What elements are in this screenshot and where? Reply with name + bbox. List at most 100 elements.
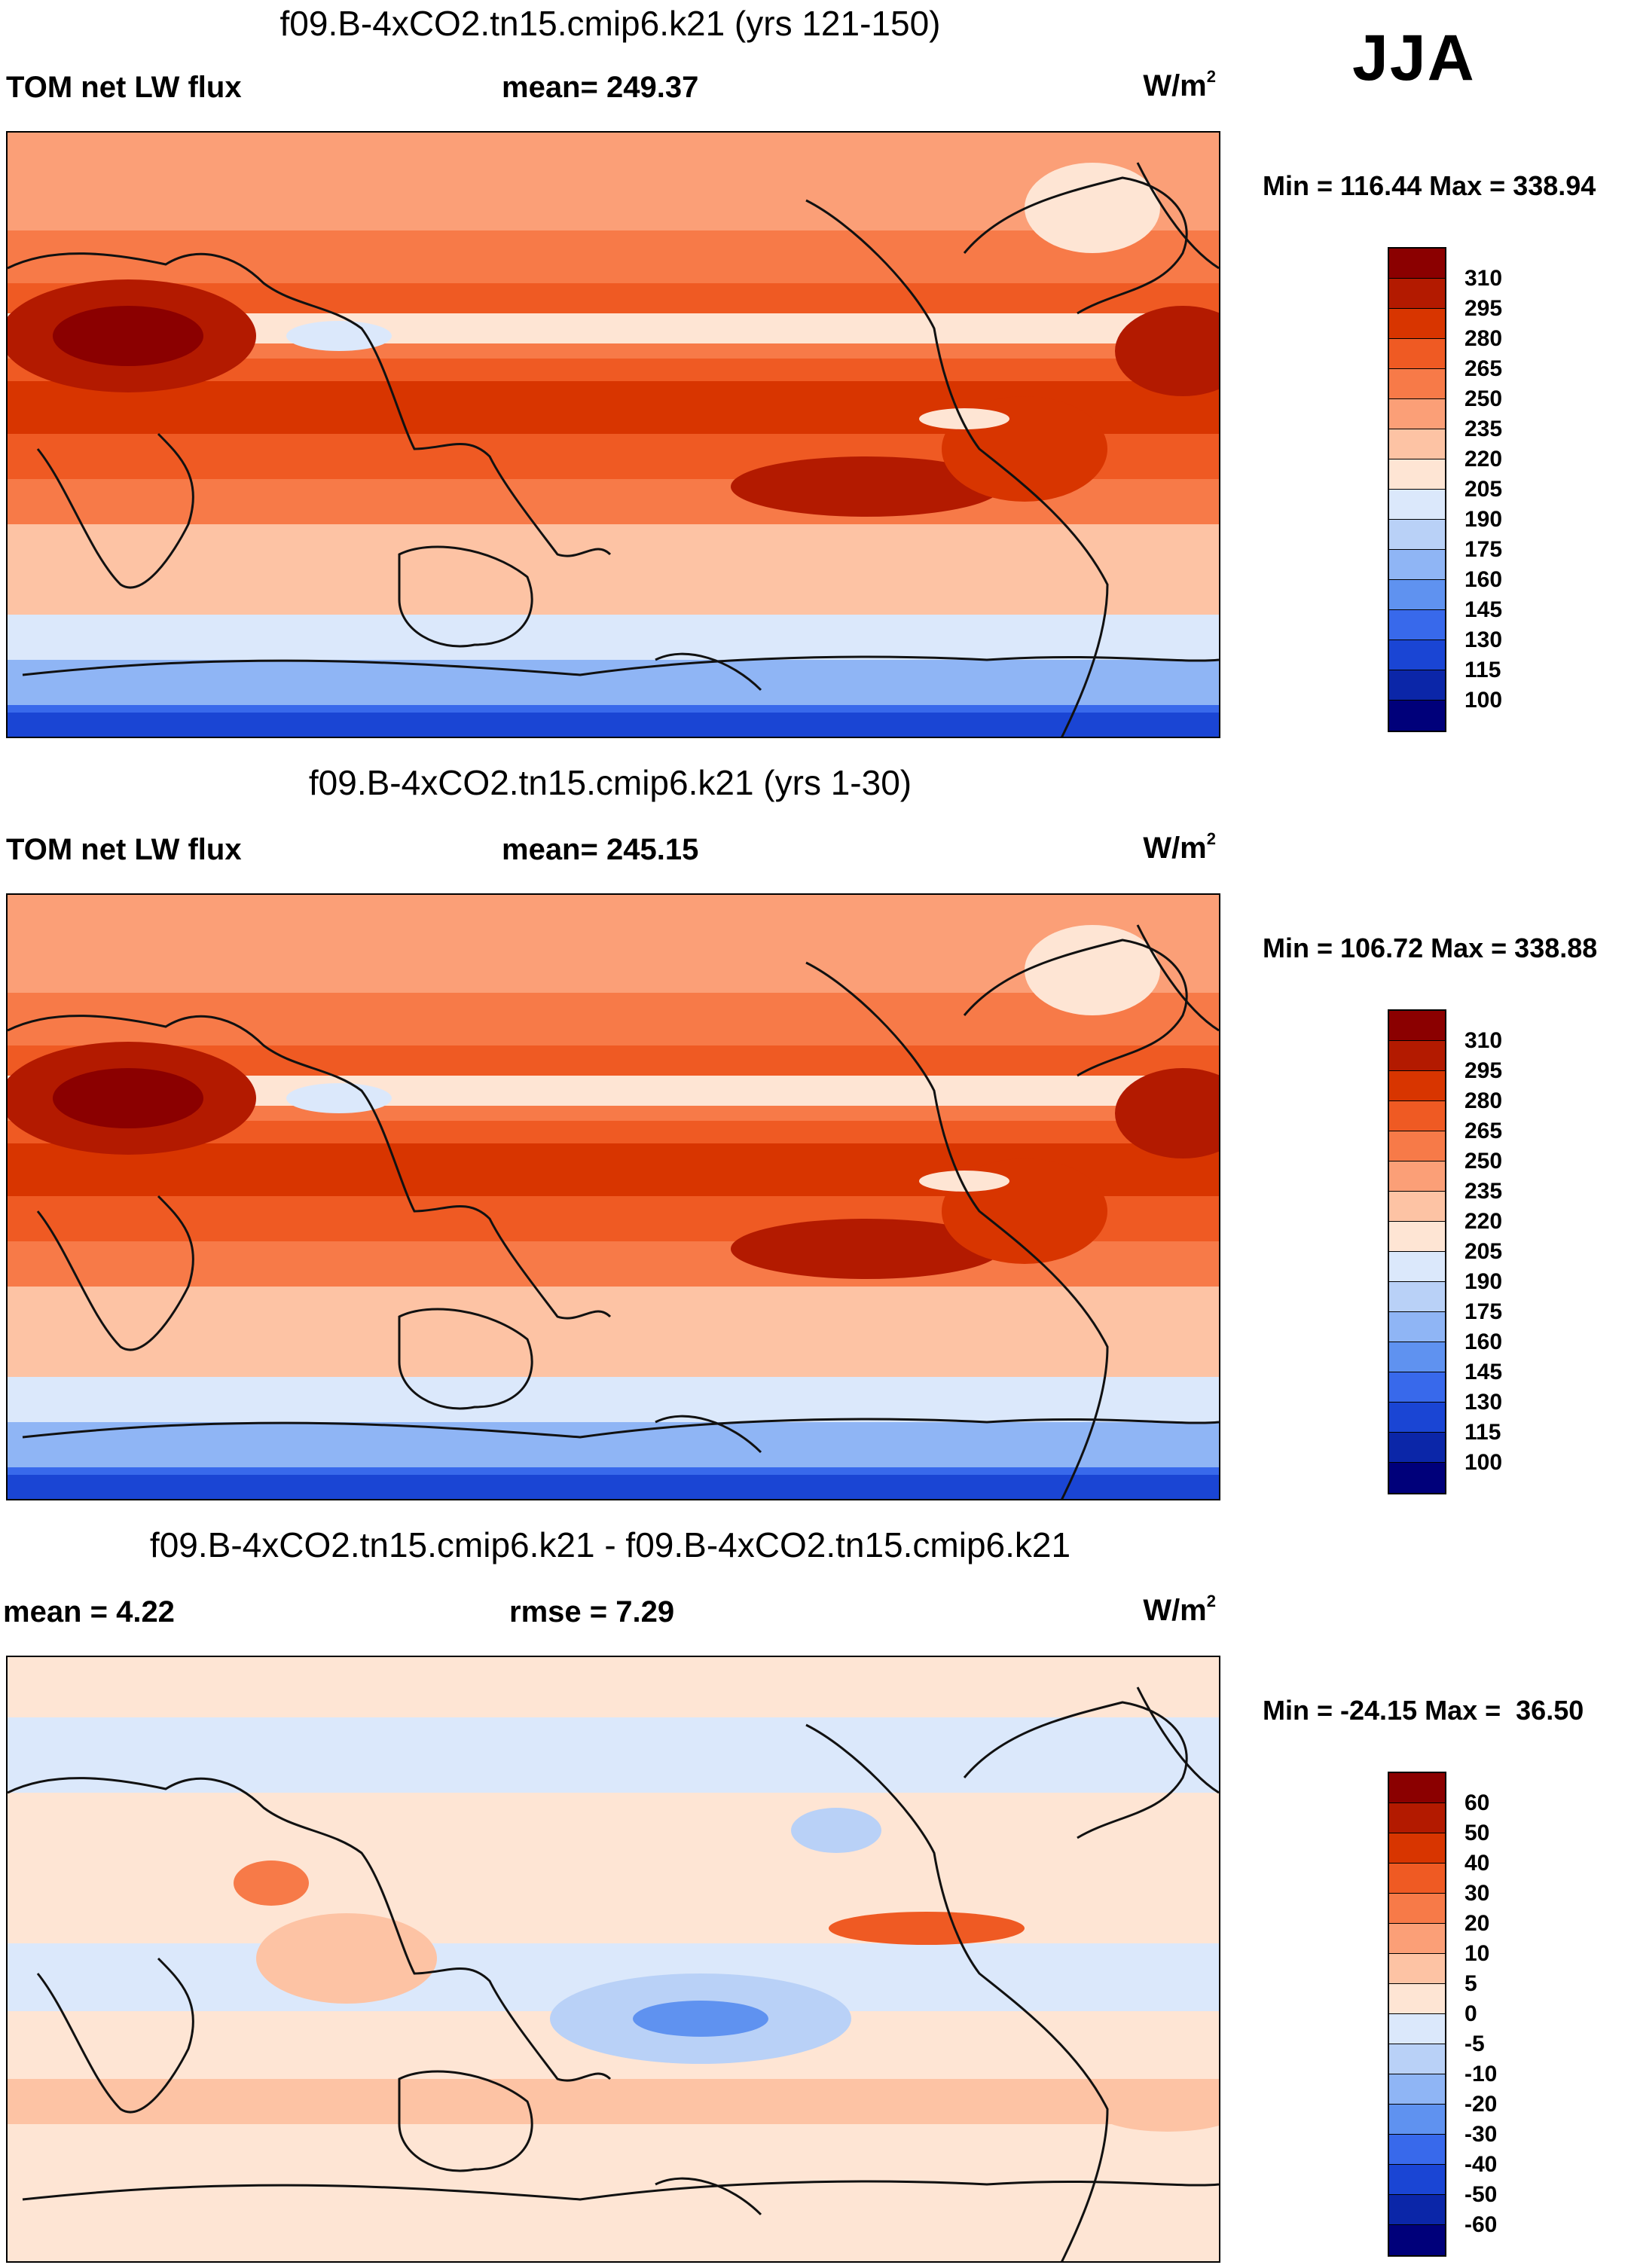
contour-region (1092, 2086, 1219, 2132)
colorbar-swatch (1389, 550, 1445, 580)
colorbar-label: -40 (1464, 2152, 1498, 2177)
colorbar-swatch (1389, 1864, 1445, 1894)
colorbar-label: 295 (1464, 296, 1503, 321)
panel-title: f09.B-4xCO2.tn15.cmip6.k21 (yrs 1-30) (308, 763, 912, 802)
season-label: JJA (1352, 22, 1476, 94)
colorbar-label: 130 (1464, 1390, 1503, 1415)
coastline (398, 2070, 533, 2172)
colorbar-swatch (1389, 249, 1445, 279)
colorbar-label: 280 (1464, 326, 1503, 351)
colorbar-label: 10 (1464, 1941, 1490, 1966)
rmse-label: rmse = 7.29 (509, 1595, 675, 1629)
colorbar (1388, 247, 1446, 732)
contour-region (53, 1068, 203, 1128)
colorbar-swatch (1389, 279, 1445, 309)
coastline (1136, 924, 1219, 1032)
contour-region (919, 408, 1009, 429)
colorbar-label: 220 (1464, 1209, 1503, 1234)
coastline (398, 545, 533, 648)
units-label: W/m2 (1143, 829, 1216, 865)
contour-band (8, 1475, 1219, 1499)
contour-region (919, 1171, 1009, 1192)
colorbar-label: 265 (1464, 356, 1503, 381)
colorbar-swatch (1389, 1403, 1445, 1433)
min-max-label: Min = 116.44 Max = 338.94 (1263, 170, 1596, 201)
colorbar-label: 0 (1464, 2001, 1477, 2026)
contour-region (234, 1860, 309, 1906)
coastline (1136, 162, 1219, 270)
colorbar-swatch (1389, 2105, 1445, 2135)
colorbar-swatch (1389, 701, 1445, 731)
contour-region (1025, 925, 1160, 1015)
units-label: W/m2 (1143, 1591, 1216, 1627)
colorbar-swatch (1389, 670, 1445, 701)
colorbar-swatch (1389, 1342, 1445, 1372)
colorbar-swatch (1389, 309, 1445, 339)
colorbar-label: -30 (1464, 2122, 1498, 2147)
colorbar-swatch (1389, 1101, 1445, 1131)
contour-region (53, 306, 203, 366)
colorbar-label: -60 (1464, 2212, 1498, 2237)
colorbar-label: 310 (1464, 1028, 1503, 1053)
contour-region (633, 2001, 768, 2037)
coastline (1136, 1687, 1219, 1794)
colorbar-swatch (1389, 459, 1445, 490)
colorbar-swatch (1389, 1773, 1445, 1803)
coastline (963, 1701, 1188, 1839)
variable-label: TOM net LW flux (6, 833, 242, 866)
colorbar-label: 5 (1464, 1971, 1477, 1996)
colorbar-label: 20 (1464, 1911, 1490, 1936)
contour-region (1025, 163, 1160, 253)
contour-region (731, 456, 1002, 517)
colorbar-swatch (1389, 2074, 1445, 2105)
colorbar-label: 50 (1464, 1821, 1490, 1845)
coastline (655, 652, 762, 691)
colorbar-swatch (1389, 1041, 1445, 1071)
colorbar-swatch (1389, 580, 1445, 610)
colorbar-swatch (1389, 1222, 1445, 1252)
colorbar-label: 160 (1464, 1329, 1503, 1354)
map-panel-1 (6, 131, 1220, 738)
colorbar-swatch (1389, 1433, 1445, 1463)
contour-region (791, 1808, 881, 1853)
colorbar-label: 100 (1464, 1450, 1503, 1475)
contour-region (256, 1913, 437, 2004)
coastline (805, 1723, 1109, 2261)
variable-label: TOM net LW flux (6, 71, 242, 104)
colorbar-label: 40 (1464, 1851, 1490, 1876)
colorbar-swatch (1389, 1803, 1445, 1833)
colorbar-swatch (1389, 1131, 1445, 1161)
colorbar-label: 220 (1464, 447, 1503, 472)
colorbar-label: 280 (1464, 1088, 1503, 1113)
colorbar-label: 310 (1464, 266, 1503, 291)
colorbar-label: 205 (1464, 477, 1503, 502)
contour-region (829, 1912, 1025, 1945)
colorbar-label: -10 (1464, 2062, 1498, 2086)
coastline (398, 1308, 533, 1410)
coastline (8, 1777, 612, 2082)
panel-title: f09.B-4xCO2.tn15.cmip6.k21 - f09.B-4xCO2… (149, 1525, 1071, 1564)
colorbar-swatch (1389, 1463, 1445, 1493)
panel-title: f09.B-4xCO2.tn15.cmip6.k21 (yrs 121-150) (279, 4, 941, 43)
colorbar-swatch (1389, 1894, 1445, 1924)
colorbar-label: 145 (1464, 1360, 1503, 1384)
colorbar-label: 60 (1464, 1790, 1490, 1815)
colorbar-swatch (1389, 1192, 1445, 1222)
coastline (36, 1957, 194, 2114)
colorbar-label: 130 (1464, 627, 1503, 652)
min-max-label: Min = -24.15 Max = 36.50 (1263, 1695, 1584, 1726)
contour-region (1115, 1068, 1219, 1158)
coastline (8, 1015, 612, 1320)
contour-region (1115, 306, 1219, 396)
colorbar (1388, 1772, 1446, 2257)
coastline (963, 939, 1188, 1077)
colorbar-swatch (1389, 490, 1445, 520)
mean-label: mean= 249.37 (502, 71, 699, 104)
contour-region (286, 1083, 392, 1113)
mean-label: mean = 4.22 (3, 1595, 175, 1629)
colorbar-swatch (1389, 2014, 1445, 2044)
colorbar-swatch (1389, 369, 1445, 399)
map-panel-2 (6, 893, 1220, 1500)
colorbar-swatch (1389, 1011, 1445, 1041)
contour-band (8, 2184, 1219, 2261)
